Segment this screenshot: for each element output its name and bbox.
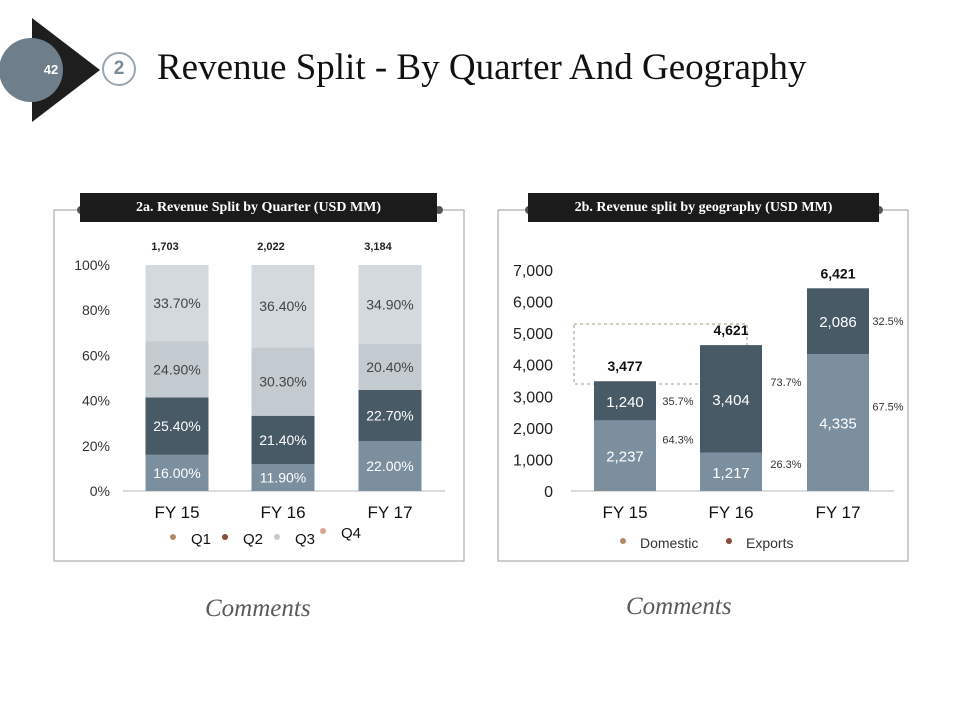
bar-total-label: 4,621: [713, 322, 748, 338]
y-tick-label: 2,000: [513, 421, 553, 438]
y-tick-label: 5,000: [513, 326, 553, 343]
legend-marker: [222, 534, 228, 540]
data-label: 1,240: [606, 394, 644, 411]
bar-segment-domestic: [807, 354, 869, 491]
legend-marker: [274, 534, 280, 540]
data-label: 22.00%: [366, 458, 413, 474]
chart-title-quarter: 2a. Revenue Split by Quarter (USD MM): [80, 193, 437, 222]
bar-segment-q1: [145, 454, 209, 491]
legend-label: Q3: [295, 531, 315, 548]
chart-title-geography: 2b. Revenue split by geography (USD MM): [528, 193, 879, 222]
data-label: 11.90%: [260, 470, 306, 486]
data-label: 22.70%: [366, 408, 413, 424]
y-tick-label: 0: [544, 484, 553, 501]
data-label: 24.90%: [153, 361, 200, 377]
legend-label: Domestic: [640, 535, 698, 551]
bar-segment-q3: [251, 347, 315, 416]
bar-total-label: 1,703: [151, 241, 179, 253]
legend-marker: [620, 538, 626, 544]
percent-label: 64.3%: [662, 435, 693, 447]
data-label: 2,086: [819, 314, 857, 331]
slide-badge: [0, 18, 136, 122]
data-label: 4,335: [819, 416, 857, 433]
y-tick-label: 60%: [82, 347, 110, 363]
data-label: 1,217: [712, 465, 750, 482]
bar-total-label: 3,184: [364, 241, 392, 253]
y-tick-label: 6,000: [513, 295, 553, 312]
y-tick-label: 100%: [74, 257, 110, 273]
data-label: 33.70%: [153, 295, 200, 311]
legend-label: Q2: [243, 531, 263, 548]
bar-segment-q3: [145, 341, 209, 398]
legend-marker: [726, 538, 732, 544]
legend-label: Q1: [191, 531, 211, 548]
y-tick-label: 80%: [82, 302, 110, 318]
data-label: 25.40%: [153, 418, 200, 434]
section-number: 2: [113, 58, 125, 79]
section-ring: [102, 52, 136, 86]
y-tick-label: 20%: [82, 438, 110, 454]
legend-label: Exports: [746, 535, 793, 551]
y-tick-label: 7,000: [513, 263, 553, 280]
badge-circle: [0, 38, 63, 102]
bar-segment-exports: [700, 345, 762, 453]
bar-segment-q2: [145, 397, 209, 455]
bar-segment-q1: [358, 441, 422, 491]
bar-segment-q4: [358, 265, 422, 344]
callout-box: [573, 323, 748, 385]
chart-geography: 0 1,000 2,000 3,000 4,000 5,000 6,000 7,000 2,23…: [513, 263, 904, 551]
comments-left: Comments: [205, 595, 311, 622]
bar-segment-exports: [807, 288, 869, 355]
y-tick-label: 1,000: [513, 452, 553, 469]
bar-segment-q4: [145, 265, 209, 342]
y-tick-label: 40%: [82, 393, 110, 409]
data-label: 3,404: [712, 392, 750, 409]
legend-marker: [320, 528, 326, 534]
data-label: 20.40%: [366, 359, 413, 375]
percent-label: 26.3%: [770, 459, 801, 471]
data-label: 30.30%: [259, 374, 306, 390]
data-label: 36.40%: [259, 298, 306, 314]
bar-total-label: 6,421: [820, 265, 855, 281]
data-label: 16.00%: [153, 465, 200, 481]
percent-label: 32.5%: [872, 316, 903, 328]
y-tick-label: 4,000: [513, 358, 553, 375]
percent-label: 35.7%: [662, 396, 693, 408]
y-tick-label: 3,000: [513, 389, 553, 406]
x-tick-label: FY 16: [260, 503, 305, 522]
x-tick-label: FY 15: [602, 503, 647, 522]
bar-total-label: 2,022: [257, 241, 285, 253]
x-tick-label: FY 15: [154, 503, 199, 522]
legend-label: Q4: [341, 525, 361, 542]
bar-segment-domestic: [594, 420, 656, 491]
bar-segment-q1: [251, 464, 315, 491]
bar-segment-exports: [594, 381, 656, 421]
slide-number: 42: [43, 62, 59, 77]
comments-right: Comments: [626, 593, 732, 620]
bar-segment-q3: [358, 343, 422, 390]
legend-marker: [170, 534, 176, 540]
percent-label: 73.7%: [770, 377, 801, 389]
bar-segment-q2: [358, 389, 422, 442]
bar-segment-domestic: [700, 452, 762, 491]
data-label: 34.90%: [366, 296, 413, 312]
x-tick-label: FY 17: [367, 503, 412, 522]
data-label: 21.40%: [259, 432, 306, 448]
bar-segment-q4: [251, 265, 315, 348]
x-tick-label: FY 17: [815, 503, 860, 522]
percent-label: 67.5%: [872, 402, 903, 414]
page-title: Revenue Split - By Quarter And Geography: [157, 47, 807, 88]
y-tick-label: 0%: [90, 483, 110, 499]
x-tick-label: FY 16: [708, 503, 753, 522]
bar-total-label: 3,477: [607, 358, 642, 374]
data-label: 2,237: [606, 449, 644, 466]
bar-segment-q2: [251, 415, 315, 465]
chart-quarter: 0% 20% 40% 60% 80% 100% 16.00% 25.40% 24.90% 33.7…: [74, 241, 445, 548]
